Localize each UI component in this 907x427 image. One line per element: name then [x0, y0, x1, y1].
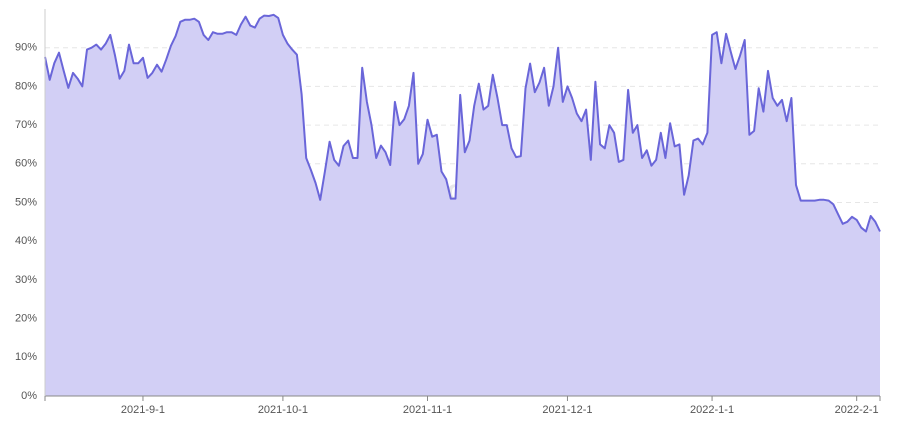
x-tick-label: 2021-11-1	[403, 404, 452, 416]
y-tick-label: 20%	[15, 313, 37, 325]
x-tick-label: 2021-12-1	[542, 404, 592, 416]
x-tick-label: 2021-9-1	[121, 404, 165, 416]
x-tick-label: 2022-2-1	[835, 404, 879, 416]
y-tick-label: 30%	[15, 274, 37, 286]
line	[44, 13, 881, 233]
x-tick-label: 2021-10-1	[258, 404, 308, 416]
y-tick-label: 40%	[15, 235, 37, 247]
y-tick-label: 90%	[15, 42, 37, 54]
y-tick-label: 80%	[15, 80, 37, 92]
y-tick-label: 60%	[15, 158, 37, 170]
y-tick-label: 50%	[15, 196, 37, 208]
area	[45, 14, 880, 397]
y-tick-label: 70%	[15, 119, 37, 131]
x-tick-label: 2022-1-1	[690, 404, 734, 416]
y-tick-label: 0%	[21, 390, 37, 402]
y-tick-label: 10%	[15, 351, 37, 363]
